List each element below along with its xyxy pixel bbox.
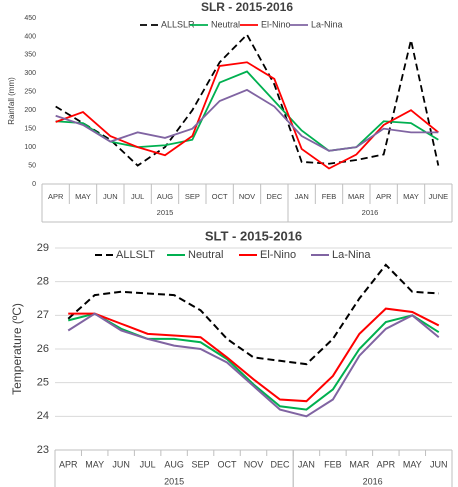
- y-tick-label: 300: [24, 70, 36, 77]
- legend-label: La-Nina: [332, 249, 371, 261]
- x-tick-label: JAN: [295, 192, 309, 201]
- x-tick-label: JUN: [430, 459, 448, 469]
- y-tick-label: 400: [24, 33, 36, 40]
- y-tick-label: 450: [24, 15, 36, 22]
- legend-label: El-Nino: [261, 19, 291, 29]
- legend-label: ALLSLR: [161, 19, 195, 29]
- legend-label: Neutral: [211, 19, 240, 29]
- x-tick-label: JUNE: [429, 192, 449, 201]
- x-tick-label: MAY: [85, 459, 104, 469]
- x-tick-label: APR: [376, 192, 392, 201]
- x-tick-label: JUN: [112, 459, 130, 469]
- y-tick-label: 200: [24, 107, 36, 114]
- legend-label: El-Nino: [260, 249, 296, 261]
- series-line: [55, 33, 440, 167]
- x-tick-label: JUN: [103, 192, 118, 201]
- x-tick-label: JUL: [140, 459, 156, 469]
- y-tick-label: 29: [37, 242, 49, 254]
- y-tick-label: 27: [37, 309, 49, 321]
- x-tick-label: JUL: [131, 192, 144, 201]
- x-tick-label: MAY: [403, 459, 422, 469]
- y-tick-label: 0: [32, 181, 36, 188]
- x-tick-label: AUG: [164, 459, 184, 469]
- group-label: 2016: [363, 476, 383, 486]
- x-tick-label: APR: [48, 192, 64, 201]
- x-tick-label: OCT: [218, 459, 238, 469]
- x-tick-label: DEC: [270, 459, 290, 469]
- x-tick-label: MAR: [349, 459, 370, 469]
- x-tick-label: APR: [59, 459, 78, 469]
- x-tick-label: APR: [377, 459, 396, 469]
- y-tick-label: 50: [28, 162, 36, 169]
- series-line: [55, 88, 439, 152]
- legend-label: ALLSLT: [116, 249, 155, 261]
- series-line: [55, 61, 439, 170]
- series-line: [67, 263, 439, 366]
- x-tick-label: FEB: [324, 459, 342, 469]
- x-tick-label: NOV: [244, 459, 264, 469]
- x-tick-label: MAR: [348, 192, 365, 201]
- series-line: [55, 70, 439, 152]
- series-line: [68, 307, 440, 403]
- y-tick-label: 23: [37, 444, 49, 456]
- group-label: 2015: [157, 208, 174, 217]
- x-tick-label: MAY: [403, 192, 419, 201]
- y-tick-label: 26: [37, 343, 49, 355]
- legend-label: Neutral: [188, 249, 223, 261]
- y-tick-label: 250: [24, 89, 36, 96]
- group-label: 2016: [362, 208, 379, 217]
- x-tick-label: JAN: [298, 459, 315, 469]
- series-line: [67, 312, 440, 418]
- chart-title: SLR - 2015-2016: [201, 0, 293, 14]
- y-tick-label: 150: [24, 126, 36, 133]
- y-axis-label: Temperature (ºC): [10, 303, 24, 395]
- x-tick-label: AUG: [157, 192, 173, 201]
- legend-label: La-Nina: [311, 19, 343, 29]
- x-tick-label: DEC: [266, 192, 282, 201]
- x-tick-label: MAY: [75, 192, 91, 201]
- x-tick-label: OCT: [212, 192, 228, 201]
- y-tick-label: 25: [37, 377, 49, 389]
- x-tick-label: SEP: [185, 192, 200, 201]
- y-tick-label: 24: [37, 410, 49, 422]
- y-tick-label: 100: [24, 144, 36, 151]
- y-tick-label: 350: [24, 52, 36, 59]
- x-tick-label: SEP: [192, 459, 210, 469]
- y-axis-label: Rainfall (mm): [7, 77, 16, 125]
- y-tick-label: 28: [37, 276, 49, 288]
- group-label: 2015: [164, 476, 184, 486]
- x-tick-label: FEB: [322, 192, 337, 201]
- chart-title: SLT - 2015-2016: [205, 228, 302, 243]
- x-tick-label: NOV: [239, 192, 255, 201]
- series-line: [67, 312, 440, 411]
